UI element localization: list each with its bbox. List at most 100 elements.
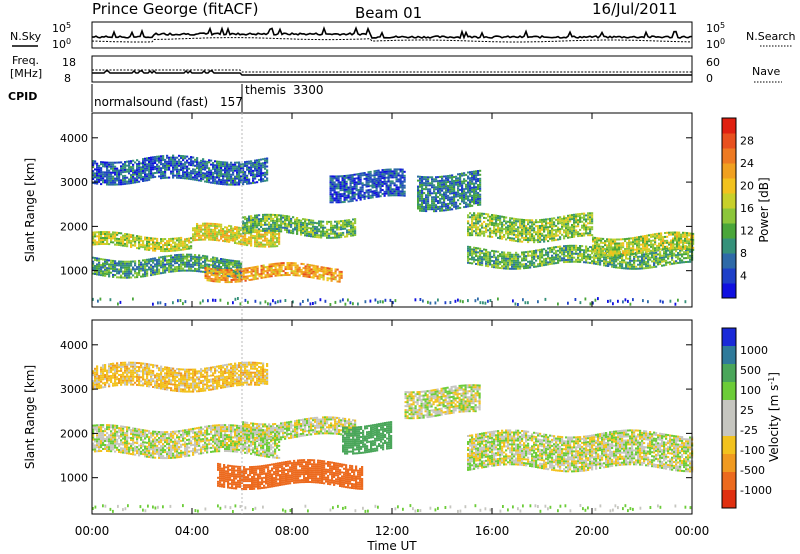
colorbar-tick-label: -25 bbox=[740, 424, 758, 437]
x-tick-label: 04:00 bbox=[175, 524, 210, 538]
velocity-heatmap bbox=[92, 361, 694, 513]
colorbar-swatch bbox=[722, 283, 736, 299]
echo-band bbox=[592, 231, 695, 257]
colorbar-tick-label: 24 bbox=[740, 157, 754, 170]
echo-band bbox=[467, 212, 594, 244]
y-tick-label: 4000 bbox=[60, 132, 88, 145]
echo-band bbox=[342, 421, 393, 455]
colorbar-tick-label: 500 bbox=[740, 364, 761, 377]
ground-scatter bbox=[92, 504, 692, 513]
power-y-label: Slant Range [km] bbox=[23, 158, 37, 262]
colorbar-tick-label: 12 bbox=[740, 225, 754, 238]
colorbar-swatch bbox=[722, 148, 736, 164]
colorbar-swatch bbox=[722, 193, 736, 209]
freq-panel bbox=[91, 55, 693, 83]
y-tick-label: 4000 bbox=[60, 339, 88, 352]
noise-right-tick-top: 105 bbox=[706, 21, 725, 35]
nsky-label: N.Sky bbox=[10, 30, 42, 43]
colorbar-swatch bbox=[722, 133, 736, 149]
echo-band bbox=[192, 222, 281, 248]
x-tick-label: 12:00 bbox=[375, 524, 410, 538]
colorbar-tick-label: -1000 bbox=[740, 484, 772, 497]
power-y-ticks: 1000 2000 3000 4000 bbox=[60, 132, 692, 278]
colorbar-swatch bbox=[722, 382, 736, 401]
colorbar-swatch bbox=[722, 328, 736, 347]
colorbar-tick-label: -500 bbox=[740, 464, 765, 477]
freq-trace bbox=[92, 69, 692, 76]
power-panel-frame bbox=[91, 112, 693, 308]
colorbar-tick-label: 16 bbox=[740, 202, 754, 215]
y-tick-label: 1000 bbox=[60, 472, 88, 485]
echo-band bbox=[92, 154, 269, 186]
nave-trace bbox=[92, 69, 692, 73]
colorbar-swatch bbox=[722, 268, 736, 284]
freq-label: Freq. bbox=[12, 54, 39, 67]
colorbar-swatch bbox=[722, 346, 736, 365]
nsky-trace bbox=[91, 25, 693, 40]
colorbar-tick-label: 25 bbox=[740, 404, 754, 417]
velocity-panel-frame bbox=[91, 319, 693, 515]
x-tick-label: 00:00 bbox=[75, 524, 110, 538]
colorbar-tick-label: 28 bbox=[740, 135, 754, 148]
echo-band bbox=[404, 384, 481, 420]
nave-tick-top: 60 bbox=[706, 56, 720, 69]
echo-band bbox=[242, 213, 357, 239]
y-tick-label: 3000 bbox=[60, 176, 88, 189]
y-tick-label: 1000 bbox=[60, 265, 88, 278]
noise-right-tick-bottom: 100 bbox=[706, 37, 725, 51]
ground-scatter bbox=[92, 297, 687, 306]
colorbar-tick-label: 1000 bbox=[740, 344, 768, 357]
colorbar-swatch bbox=[722, 253, 736, 269]
y-tick-label: 2000 bbox=[60, 427, 88, 440]
echo-band bbox=[92, 231, 193, 253]
x-tick-label: 00:00 bbox=[675, 524, 710, 538]
colorbar-tick-label: 20 bbox=[740, 180, 754, 193]
nsearch-label: N.Search bbox=[746, 30, 796, 43]
velocity-colorbar: 1000 500 100 25 -25 -100 -500 -1000 bbox=[721, 327, 772, 509]
cpid-label: CPID bbox=[8, 90, 37, 103]
colorbar-swatch bbox=[722, 238, 736, 254]
echo-band bbox=[204, 262, 343, 284]
velocity-colorbar-label: Velocity [m s-1] bbox=[767, 372, 781, 462]
cpid-program-1-name: normalsound (fast) bbox=[94, 95, 208, 109]
y-tick-label: 3000 bbox=[60, 383, 88, 396]
colorbar-swatch bbox=[722, 472, 736, 491]
nsearch-trace bbox=[91, 37, 692, 43]
x-tick-label: 16:00 bbox=[475, 524, 510, 538]
nave-label: Nave bbox=[752, 65, 780, 78]
colorbar-swatch bbox=[722, 490, 736, 509]
colorbar-swatch bbox=[722, 223, 736, 239]
beam-title: Beam 01 bbox=[355, 4, 422, 22]
colorbar-swatch bbox=[722, 400, 736, 419]
x-tick-label: 20:00 bbox=[575, 524, 610, 538]
nave-tick-bottom: 0 bbox=[706, 72, 713, 85]
power-colorbar-label: Power [dB] bbox=[757, 177, 771, 242]
x-axis-label: Time UT bbox=[366, 539, 417, 553]
echo-band bbox=[217, 459, 364, 491]
velocity-y-ticks: 1000 2000 3000 4000 bbox=[60, 339, 692, 485]
colorbar-tick-label: -100 bbox=[740, 444, 765, 457]
colorbar-swatch bbox=[722, 163, 736, 179]
colorbar-swatch bbox=[722, 178, 736, 194]
colorbar-swatch bbox=[722, 436, 736, 455]
echo-band bbox=[92, 361, 269, 393]
echo-band bbox=[417, 169, 482, 213]
freq-unit-label: [MHz] bbox=[10, 67, 42, 80]
station-title: Prince George (fitACF) bbox=[92, 0, 258, 18]
echo-band bbox=[467, 429, 694, 473]
echo-band bbox=[242, 416, 357, 442]
colorbar-tick-label: 4 bbox=[740, 270, 747, 283]
x-tick-label: 08:00 bbox=[275, 524, 310, 538]
y-tick-label: 2000 bbox=[60, 220, 88, 233]
time-axis: 00:00 04:00 08:00 12:00 16:00 20:00 00:00 bbox=[75, 113, 710, 538]
echo-band bbox=[92, 253, 243, 279]
power-colorbar: 4 8 12 16 20 24 28 bbox=[721, 117, 754, 299]
colorbar-swatch bbox=[722, 118, 736, 134]
colorbar-swatch bbox=[722, 364, 736, 383]
cpid-program-2-name: themis bbox=[245, 83, 286, 97]
velocity-y-label: Slant Range [km] bbox=[23, 365, 37, 469]
freq-tick-top: 18 bbox=[62, 56, 76, 69]
date-title: 16/Jul/2011 bbox=[592, 0, 677, 18]
colorbar-swatch bbox=[722, 208, 736, 224]
